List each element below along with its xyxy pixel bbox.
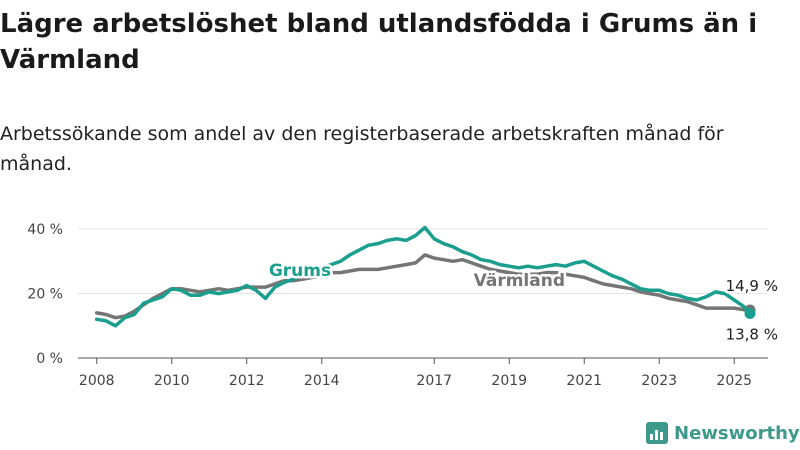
x-tick-label: 2021 <box>566 373 602 389</box>
end-label-grums: 13,8 % <box>726 326 778 344</box>
series-labels: Grums Värmland 14,9 % 13,8 % <box>266 259 780 347</box>
x-tick-label: 2012 <box>229 373 265 389</box>
series-line-grums <box>94 225 752 328</box>
y-tick-label: 0 % <box>36 351 63 367</box>
series-label-varmland: Värmland <box>474 271 565 291</box>
brand-logo[interactable]: Newsworthy <box>646 420 800 446</box>
x-tick-label: 2010 <box>154 373 190 389</box>
axes: 0 % 20 % 40 % 2008 2010 2012 2014 2017 2019 2021 2… <box>27 222 768 389</box>
x-tick-label: 2017 <box>416 373 452 389</box>
newsworthy-logo-icon <box>646 422 668 444</box>
series-end-point <box>744 308 756 320</box>
y-tick-label: 20 % <box>27 287 63 303</box>
chart-title: Lägre arbetslöshet bland utlandsfödda i … <box>0 9 758 75</box>
series-line-varmland <box>94 253 752 320</box>
x-tick-label: 2025 <box>716 373 752 389</box>
brand-name: Newsworthy <box>674 422 800 444</box>
x-tick-label: 2023 <box>641 373 677 389</box>
y-tick-label: 40 % <box>27 222 63 238</box>
x-tick-label: 2019 <box>491 373 527 389</box>
gridlines <box>78 228 768 295</box>
chart-subtitle: Arbetssökande som andel av den registerb… <box>0 123 724 175</box>
series-lines <box>94 225 756 328</box>
x-tick-label: 2008 <box>79 373 115 389</box>
series-label-grums: Grums <box>269 261 331 281</box>
end-label-varmland: 14,9 % <box>726 277 778 295</box>
x-tick-label: 2014 <box>304 373 340 389</box>
